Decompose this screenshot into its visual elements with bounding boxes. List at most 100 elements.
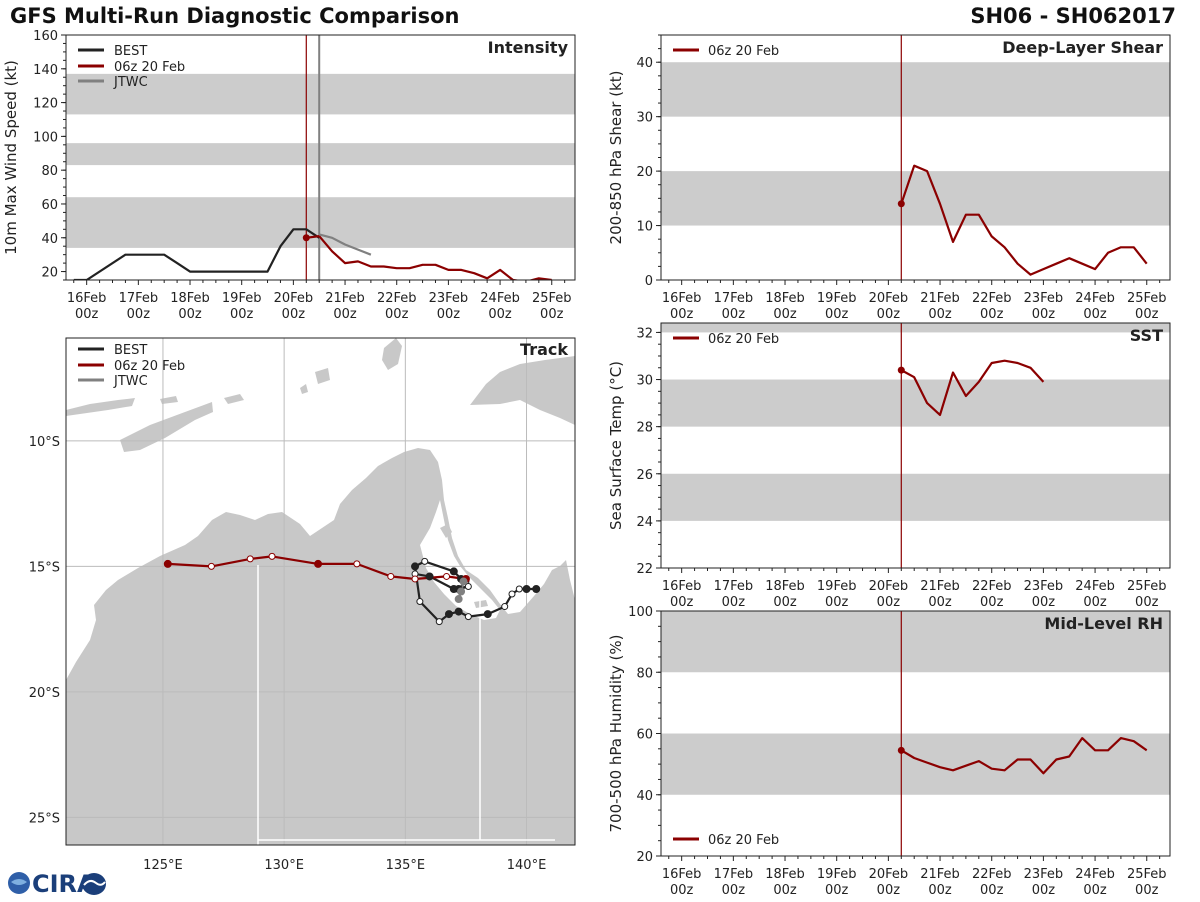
shear-xtick-label: 22Feb (972, 291, 1012, 306)
track-lat-label: 25°S (29, 811, 60, 826)
sst-xtick-label-hour: 00z (980, 595, 1004, 610)
track-lon-label: 140°E (507, 858, 547, 873)
shear-xtick-label-hour: 00z (1083, 307, 1107, 322)
intensity-ytick-label: 80 (41, 164, 58, 179)
sst-ytick-label: 30 (636, 374, 653, 389)
rh-xtick-label: 23Feb (1024, 867, 1064, 882)
sst-xtick-label-hour: 00z (1032, 595, 1056, 610)
map-land (66, 338, 575, 845)
track-best-point (464, 582, 472, 590)
rh-xtick-label-hour: 00z (1083, 883, 1107, 898)
shear-legend: 06z 20 Feb (673, 44, 779, 59)
sst-legend: 06z 20 Feb (673, 332, 779, 347)
intensity-xtick-label-hour: 00z (282, 307, 306, 322)
track-best-point (522, 584, 531, 593)
rh-xtick-label-hour: 00z (877, 883, 901, 898)
intensity-jtwc-line (318, 233, 372, 256)
rh-xtick-label-hour: 00z (980, 883, 1004, 898)
rh-run-init-point (897, 746, 905, 754)
intensity-ylabel: 10m Max Wind Speed (kt) (2, 60, 20, 255)
rh-xtick-label: 24Feb (1075, 867, 1115, 882)
shear-xtick-label-hour: 00z (1032, 307, 1056, 322)
intensity-ytick-label: 60 (41, 198, 58, 213)
track-lat-label: 15°S (29, 560, 60, 575)
track-run-point (207, 562, 215, 570)
rh-xtick-label-hour: 00z (722, 883, 746, 898)
track-best-point (411, 562, 420, 571)
track-lon-label: 135°E (386, 858, 426, 873)
sst-xtick-label: 21Feb (920, 579, 960, 594)
rh-legend: 06z 20 Feb (673, 833, 779, 848)
intensity-ytick-label: 100 (33, 130, 58, 145)
page-title: GFS Multi-Run Diagnostic Comparison (10, 4, 460, 28)
shear-xtick-label: 24Feb (1075, 291, 1115, 306)
sst-run-line (900, 359, 1045, 416)
sst-xtick-label-hour: 00z (722, 595, 746, 610)
shear-ylabel: 200-850 hPa Shear (kt) (607, 71, 625, 245)
shear-run-init-point (897, 200, 905, 208)
intensity-xtick-label-hour: 00z (230, 307, 254, 322)
track-jtwc-point (459, 577, 468, 586)
shear-xtick-label: 16Feb (662, 291, 702, 306)
sst-xtick-label: 18Feb (765, 579, 805, 594)
intensity-band (66, 73, 575, 115)
rh-xtick-label: 25Feb (1127, 867, 1167, 882)
track-best-point (501, 603, 509, 611)
intensity-xtick-label: 16Feb (67, 291, 107, 306)
sst-xtick-label: 22Feb (972, 579, 1012, 594)
track-best-point (444, 610, 453, 619)
track-best-point (508, 590, 516, 598)
intensity-xtick-label: 20Feb (274, 291, 314, 306)
sst-xtick-label: 23Feb (1024, 579, 1064, 594)
sst-xtick-label-hour: 00z (670, 595, 694, 610)
shear-xtick-label-hour: 00z (773, 307, 797, 322)
shear-panel: 01020304016Feb00z17Feb00z18Feb00z19Feb00… (607, 34, 1171, 322)
shear-xtick-label-hour: 00z (980, 307, 1004, 322)
intensity-ytick-label: 120 (33, 97, 58, 112)
cira-logo: CIRA (6, 868, 106, 898)
track-lat-label: 20°S (29, 686, 60, 701)
intensity-band (66, 197, 575, 248)
rh-xtick-label: 20Feb (869, 867, 909, 882)
sst-xtick-label-hour: 00z (928, 595, 952, 610)
rh-band (661, 733, 1170, 795)
legend-run-label: 06z 20 Feb (114, 60, 185, 75)
intensity-xtick-label: 22Feb (377, 291, 417, 306)
track-best-point (532, 584, 541, 593)
sst-xtick-label-hour: 00z (825, 595, 849, 610)
track-best-point (449, 584, 458, 593)
intensity-xtick-label-hour: 00z (488, 307, 512, 322)
land-islet-2 (160, 396, 178, 404)
intensity-ytick-label: 140 (33, 63, 58, 78)
shear-ytick-label: 40 (636, 56, 653, 71)
sst-xtick-label-hour: 00z (1135, 595, 1159, 610)
intensity-xtick-label-hour: 00z (385, 307, 409, 322)
legend-jtwc-label: JTWC (113, 75, 148, 90)
intensity-xtick-label: 21Feb (325, 291, 365, 306)
track-best-point (416, 598, 424, 606)
intensity-run-init-point (302, 234, 310, 242)
rh-xtick-label-hour: 00z (1135, 883, 1159, 898)
land-timor (120, 402, 213, 452)
track-run-point (246, 555, 254, 563)
shear-xtick-label-hour: 00z (1135, 307, 1159, 322)
intensity-ytick-label: 20 (41, 266, 58, 281)
intensity-xtick-label: 18Feb (170, 291, 210, 306)
sst-title: SST (1130, 326, 1163, 345)
shear-xtick-label: 19Feb (817, 291, 857, 306)
shear-xtick-label-hour: 00z (722, 307, 746, 322)
legend-run-label: 06z 20 Feb (114, 359, 185, 374)
track-lon-label: 130°E (264, 858, 304, 873)
track-best-point (435, 618, 443, 626)
sst-xtick-label-hour: 00z (877, 595, 901, 610)
shear-xtick-label: 18Feb (765, 291, 805, 306)
intensity-frame (65, 34, 576, 281)
sst-ytick-label: 22 (636, 562, 653, 577)
shear-xtick-label: 21Feb (920, 291, 960, 306)
track-jtwc-point (457, 587, 466, 596)
sst-xtick-label: 25Feb (1127, 579, 1167, 594)
rh-xtick-label: 18Feb (765, 867, 805, 882)
sst-band (661, 323, 1170, 333)
intensity-xtick-label-hour: 00z (333, 307, 357, 322)
track-lon-label: 125°E (143, 858, 183, 873)
